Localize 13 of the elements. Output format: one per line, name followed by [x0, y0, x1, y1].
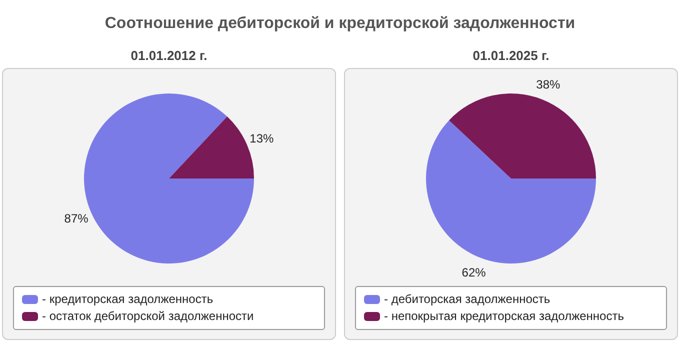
legend-label: - остаток дебиторской задолженности	[42, 308, 254, 325]
legend-label: - кредиторская задолженность	[42, 291, 214, 308]
legend-label: - непокрытая кредиторская задолженность	[384, 308, 624, 325]
data-label: 87%	[64, 212, 89, 226]
chart-subtitle: 01.01.2025 г.	[472, 48, 550, 65]
chart-title: Соотношение дебиторской и кредиторской задолженности	[104, 14, 576, 34]
chart-subtitle: 01.01.2012 г.	[130, 48, 208, 65]
pie-slice	[426, 120, 596, 264]
pie-slice	[449, 94, 596, 178]
data-label: 62%	[462, 265, 486, 280]
data-label: 13%	[250, 131, 274, 146]
data-label: 38%	[536, 78, 561, 92]
legend-label: - дебиторская задолженность	[384, 291, 550, 308]
